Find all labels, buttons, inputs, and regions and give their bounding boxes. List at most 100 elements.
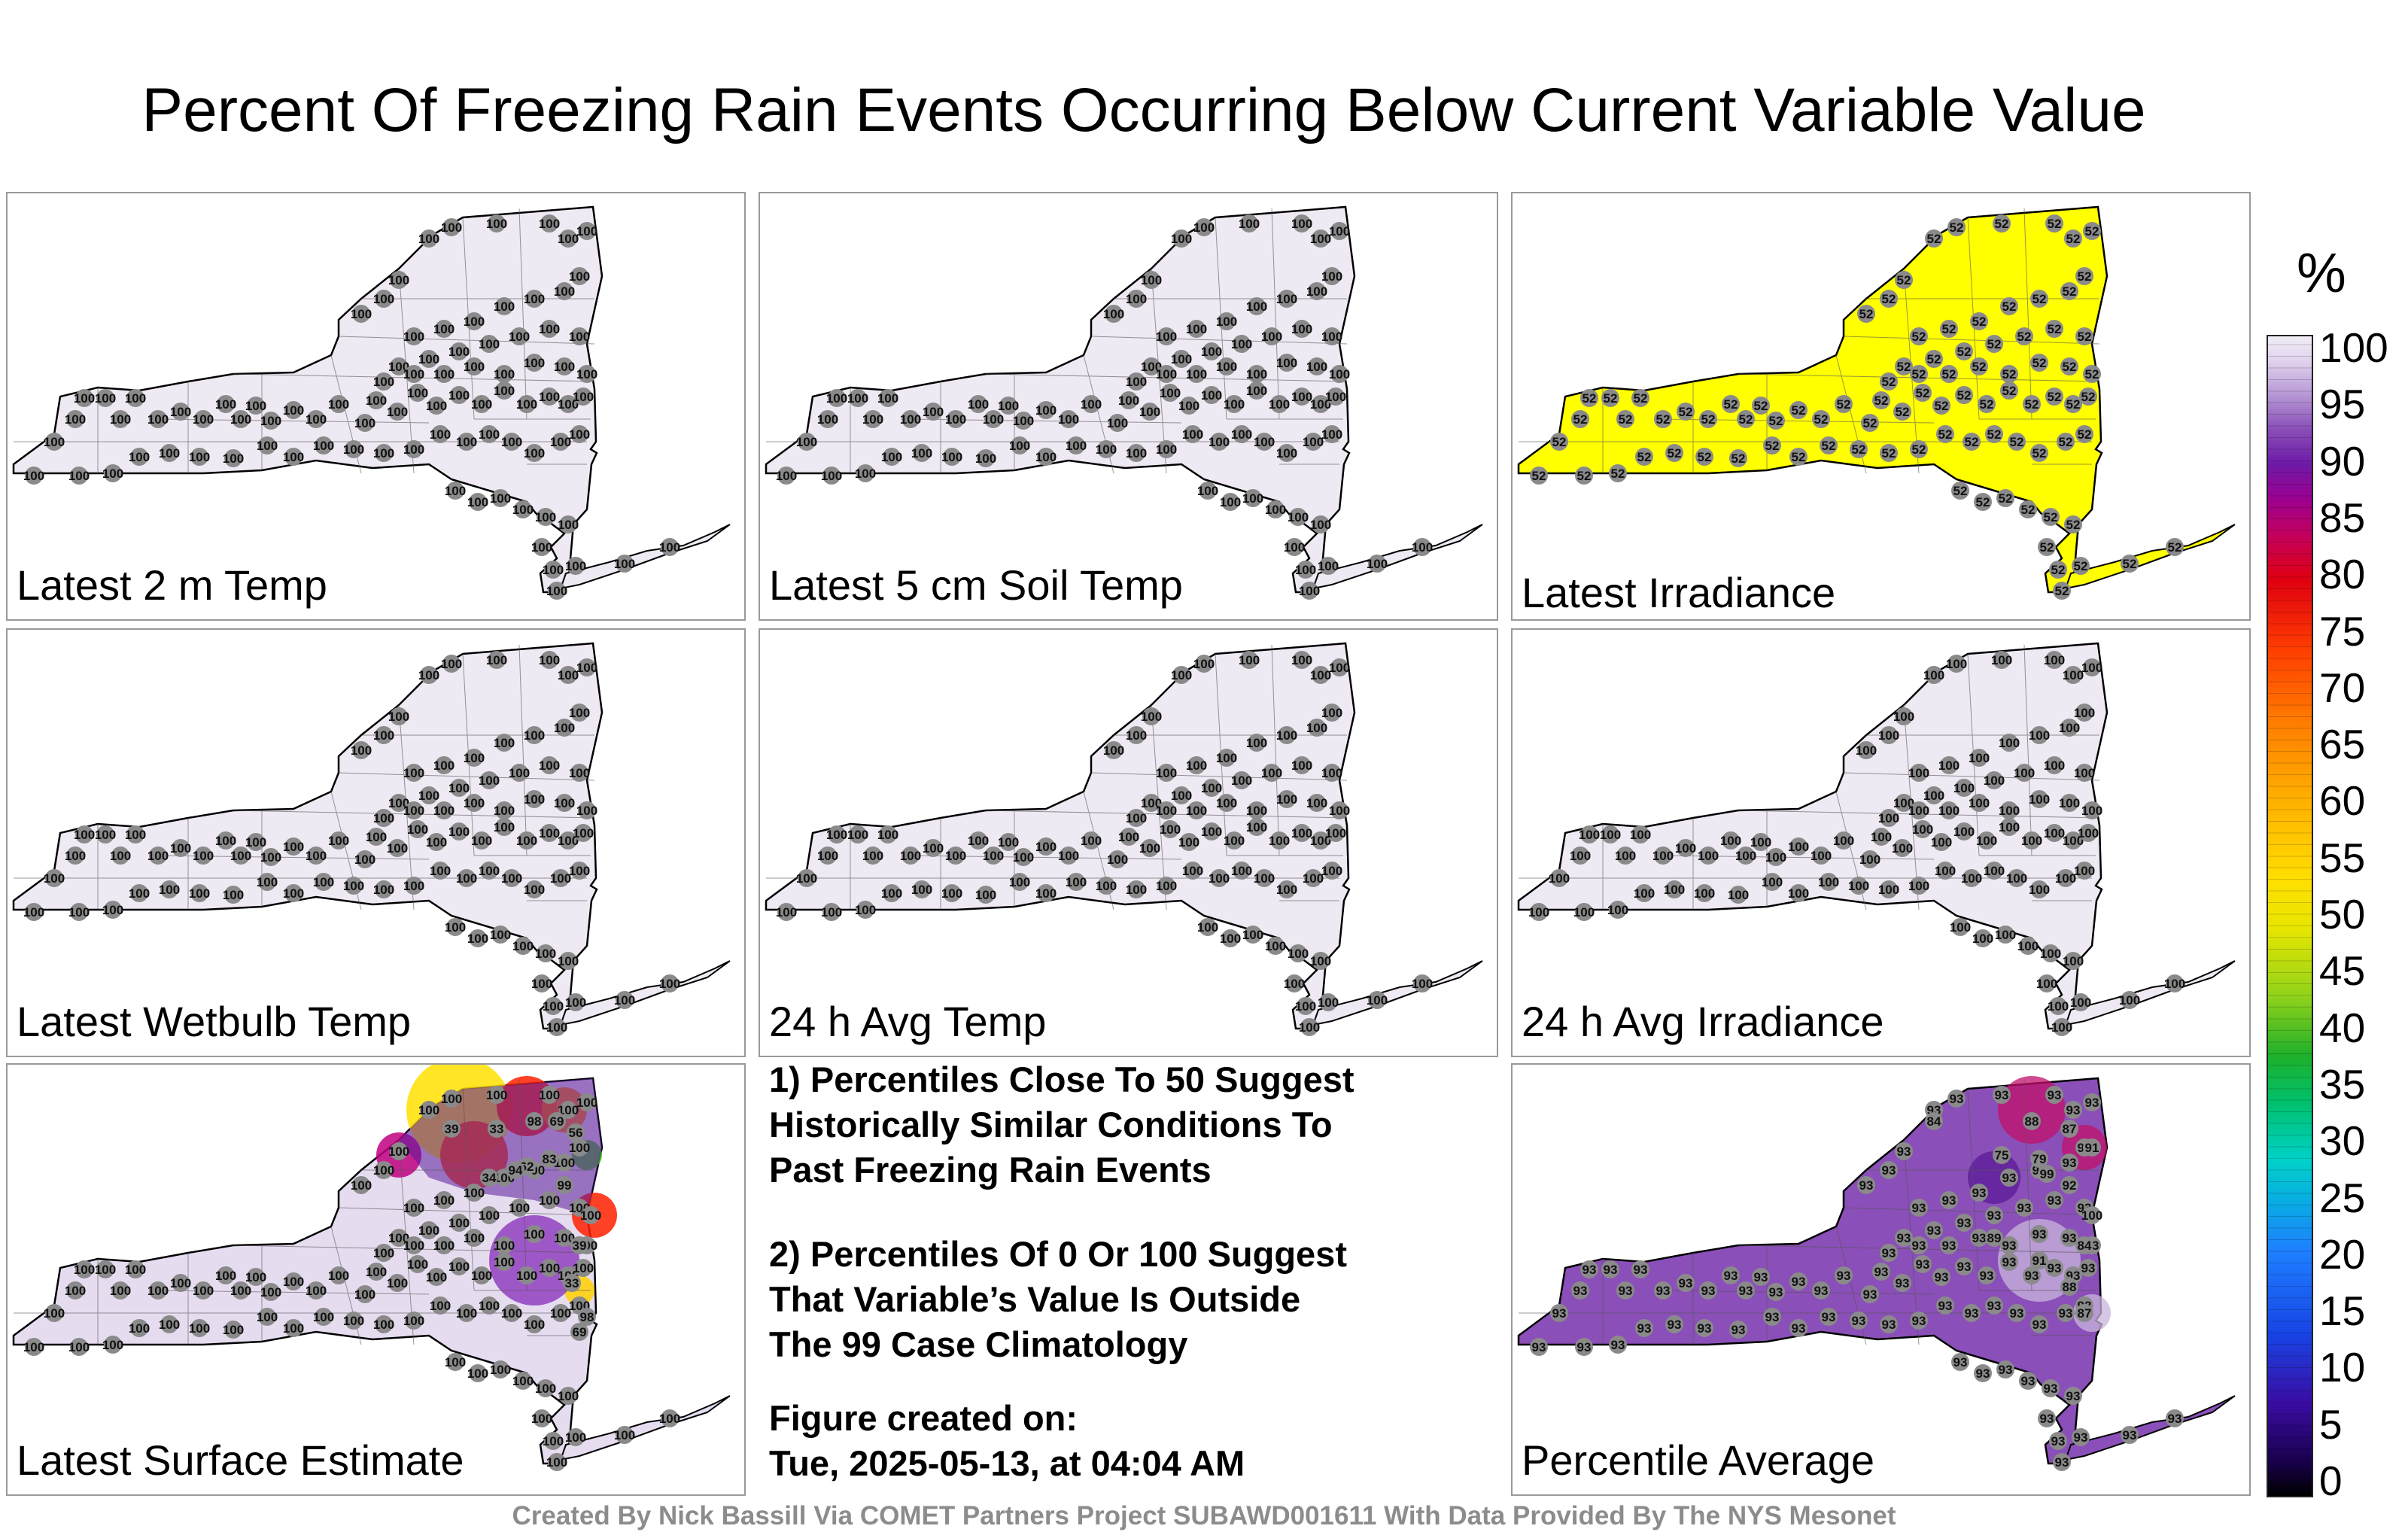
station-value: 100 bbox=[441, 1092, 462, 1106]
station-value: 100 bbox=[531, 977, 552, 991]
station-value: 52 bbox=[1987, 337, 2002, 351]
station-dot bbox=[495, 297, 513, 315]
station-dot bbox=[1974, 929, 1992, 947]
station-dot bbox=[1248, 381, 1266, 400]
station-dot bbox=[567, 1123, 585, 1141]
station-dot bbox=[1940, 365, 1958, 383]
station-dot bbox=[2121, 1426, 2139, 1444]
station-dot bbox=[75, 1260, 93, 1278]
station-dot bbox=[1141, 839, 1159, 857]
station-value: 100 bbox=[2048, 999, 2069, 1014]
station-dot bbox=[1752, 1268, 1770, 1286]
station-value: 52 bbox=[1965, 435, 1979, 449]
station-value: 93 bbox=[2055, 1455, 2069, 1470]
station-dot bbox=[574, 1259, 592, 1277]
station-value: 100 bbox=[215, 397, 236, 412]
station-value: 100 bbox=[1216, 360, 1237, 374]
station-dot bbox=[2083, 365, 2101, 383]
station-dot bbox=[2060, 357, 2078, 375]
station-value: 100 bbox=[569, 766, 590, 780]
station-dot bbox=[1037, 448, 1055, 466]
station-value: 98 bbox=[580, 1310, 594, 1324]
station-dot bbox=[375, 290, 393, 308]
station-dot bbox=[1880, 444, 1898, 462]
station-dot bbox=[1722, 1266, 1740, 1284]
station-dot bbox=[1910, 440, 1928, 458]
station-value: 100 bbox=[1284, 540, 1305, 555]
station-dot bbox=[1970, 749, 1988, 767]
station-value: 100 bbox=[531, 540, 552, 555]
station-dot bbox=[258, 436, 276, 454]
station-value: 100 bbox=[1833, 834, 1854, 848]
station-dot bbox=[2049, 1432, 2067, 1450]
station-value: 84 bbox=[2078, 1239, 2092, 1253]
station-dot bbox=[224, 886, 242, 904]
station-dot bbox=[1266, 937, 1285, 955]
station-value: 100 bbox=[558, 1389, 579, 1403]
station-value: 100 bbox=[1276, 292, 1297, 306]
station-value: 100 bbox=[539, 1088, 560, 1102]
station-dot bbox=[1609, 901, 1627, 919]
station-dot bbox=[2064, 952, 2082, 970]
station-dot bbox=[1312, 831, 1330, 850]
station-value: 100 bbox=[1193, 220, 1215, 235]
station-dot bbox=[819, 847, 837, 865]
station-value: 100 bbox=[862, 849, 883, 863]
station-value: 100 bbox=[125, 1263, 146, 1277]
station-value: 100 bbox=[328, 1269, 349, 1283]
station-dot bbox=[1996, 926, 2014, 944]
station-value: 100 bbox=[1156, 804, 1177, 818]
station-dot bbox=[1872, 391, 1890, 409]
station-value: 93 bbox=[1532, 1340, 1546, 1354]
station-dot bbox=[2121, 991, 2139, 1009]
station-value: 100 bbox=[983, 849, 1004, 863]
station-dot bbox=[2083, 801, 2101, 819]
station-dot bbox=[1248, 818, 1266, 836]
station-value: 100 bbox=[387, 1276, 408, 1290]
station-value: 52 bbox=[1532, 469, 1546, 483]
station-dot bbox=[2030, 1150, 2048, 1168]
station-value: 93 bbox=[2048, 1261, 2062, 1275]
station-dot bbox=[525, 444, 543, 462]
station-value: 100 bbox=[1528, 905, 1549, 919]
station-value: 100 bbox=[1946, 657, 1967, 671]
colorbar-tick-label: 35 bbox=[2319, 1060, 2366, 1108]
station-value: 100 bbox=[147, 412, 169, 427]
station-dot bbox=[1293, 824, 1311, 842]
station-value: 52 bbox=[1912, 330, 1926, 344]
station-dot bbox=[1951, 482, 1969, 500]
station-dot bbox=[1308, 357, 1326, 375]
station-value: 87 bbox=[2078, 1306, 2092, 1321]
station-dot bbox=[518, 395, 536, 413]
station-dot bbox=[190, 884, 208, 902]
station-value: 100 bbox=[494, 820, 515, 834]
station-dot bbox=[1936, 425, 1954, 443]
station-dot bbox=[2019, 1372, 2037, 1390]
station-value: 100 bbox=[1935, 864, 1956, 878]
station-value: 100 bbox=[817, 412, 838, 427]
station-dot bbox=[1947, 655, 1966, 673]
station-dot bbox=[1172, 786, 1190, 804]
station-dot bbox=[1963, 1304, 1981, 1322]
station-value: 100 bbox=[313, 875, 334, 889]
station-value: 100 bbox=[1306, 360, 1327, 374]
station-value: 100 bbox=[877, 391, 898, 406]
station-value: 100 bbox=[1579, 828, 1600, 842]
station-value: 100 bbox=[343, 879, 364, 893]
station-dot bbox=[435, 756, 453, 774]
station-value: 100 bbox=[1325, 826, 1346, 840]
station-dot bbox=[1978, 395, 1996, 413]
station-dot bbox=[375, 809, 393, 827]
station-dot bbox=[548, 1112, 566, 1130]
station-dot bbox=[503, 869, 521, 887]
station-dot bbox=[172, 839, 190, 857]
station-dot bbox=[1550, 1304, 1568, 1322]
station-dot bbox=[1172, 350, 1190, 368]
station-value: 52 bbox=[2033, 292, 2047, 306]
station-value: 100 bbox=[945, 412, 966, 427]
station-value: 100 bbox=[1239, 653, 1260, 667]
station-value: 93 bbox=[1739, 1284, 1753, 1298]
station-value: 93 bbox=[2051, 1434, 2066, 1448]
station-dot bbox=[1963, 869, 1981, 887]
station-dot bbox=[999, 833, 1017, 851]
